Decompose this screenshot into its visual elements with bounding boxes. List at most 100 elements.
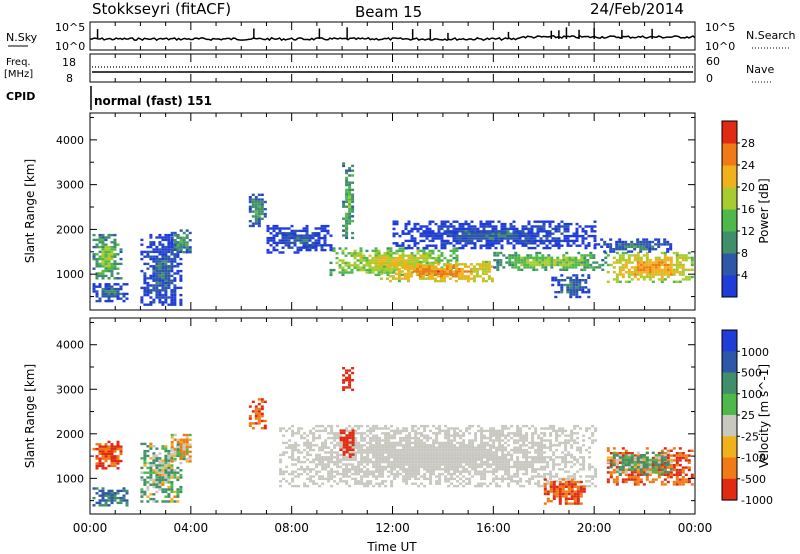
heatmap-cell xyxy=(185,460,189,463)
heatmap-cell xyxy=(294,432,298,435)
heatmap-cell xyxy=(573,458,577,461)
heatmap-cell xyxy=(399,432,403,435)
heatmap-cell xyxy=(672,473,676,476)
heatmap-cell xyxy=(365,259,369,262)
heatmap-cell xyxy=(426,444,430,447)
heatmap-cell xyxy=(305,227,309,230)
heatmap-cell xyxy=(466,277,470,280)
heatmap-cell xyxy=(176,441,180,444)
heatmap-cell xyxy=(415,270,419,273)
heatmap-cell xyxy=(257,222,261,225)
heatmap-cell xyxy=(630,452,634,455)
heatmap-cell xyxy=(564,429,568,433)
heatmap-cell xyxy=(663,268,667,271)
heatmap-cell xyxy=(348,431,352,435)
heatmap-cell xyxy=(101,287,105,291)
heatmap-cell xyxy=(636,243,640,246)
heatmap-cell xyxy=(536,244,540,247)
heatmap-cell xyxy=(407,259,411,262)
heatmap-cell xyxy=(538,256,542,259)
heatmap-cell xyxy=(167,245,171,249)
heatmap-cell xyxy=(152,452,156,455)
heatmap-cell xyxy=(333,475,337,478)
heatmap-cell xyxy=(143,464,147,467)
heatmap-cell xyxy=(456,458,460,461)
heatmap-cell xyxy=(424,265,428,268)
heatmap-cell xyxy=(357,451,361,454)
heatmap-cell xyxy=(438,432,442,435)
heatmap-cell xyxy=(368,259,372,262)
heatmap-cell xyxy=(351,169,355,172)
heatmap-cell xyxy=(524,225,528,228)
heatmap-cell xyxy=(509,227,513,231)
heatmap-cell xyxy=(366,475,370,478)
heatmap-cell xyxy=(436,272,440,276)
heatmap-cell xyxy=(342,448,346,452)
heatmap-cell xyxy=(507,432,511,435)
heatmap-cell xyxy=(321,475,325,478)
heatmap-cell xyxy=(423,424,427,428)
heatmap-cell xyxy=(170,265,174,268)
heatmap-cell xyxy=(143,452,147,455)
heatmap-cell xyxy=(687,251,691,255)
heatmap-cell xyxy=(474,432,478,435)
heatmap-cell xyxy=(645,268,649,271)
heatmap-cell xyxy=(354,482,358,485)
heatmap-cell xyxy=(492,434,496,437)
heatmap-cell xyxy=(185,248,189,251)
heatmap-cell xyxy=(505,256,509,259)
heatmap-cell xyxy=(515,234,519,238)
heatmap-cell xyxy=(366,448,370,452)
heatmap-cell xyxy=(311,241,315,245)
heatmap-cell xyxy=(627,245,631,248)
heatmap-cell xyxy=(119,445,123,448)
heatmap-cell xyxy=(140,253,144,256)
heatmap-cell xyxy=(624,473,628,476)
heatmap-cell xyxy=(167,274,171,278)
heatmap-cell xyxy=(345,429,349,433)
heatmap-cell xyxy=(125,489,129,493)
heatmap-cell xyxy=(386,261,390,265)
heatmap-cell xyxy=(321,444,325,447)
heatmap-cell xyxy=(167,449,171,453)
heatmap-cell xyxy=(517,261,521,264)
heatmap-cell xyxy=(394,263,398,266)
heatmap-cell xyxy=(417,439,421,442)
heatmap-cell xyxy=(570,434,574,437)
heatmap-cell xyxy=(143,442,147,446)
heatmap-cell xyxy=(416,242,420,245)
heatmap-cell xyxy=(305,232,309,235)
heatmap-cell xyxy=(457,277,461,280)
heatmap-cell xyxy=(378,453,382,457)
heatmap-cell xyxy=(152,301,156,304)
heatmap-cell xyxy=(459,446,463,449)
heatmap-cell xyxy=(366,441,370,445)
heatmap-cell xyxy=(453,436,457,440)
heatmap-cell xyxy=(427,272,431,276)
heatmap-cell xyxy=(558,495,562,498)
heatmap-cell xyxy=(542,242,546,245)
heatmap-cell xyxy=(549,477,553,481)
heatmap-cell xyxy=(290,234,294,237)
heatmap-cell xyxy=(587,234,591,238)
heatmap-cell xyxy=(681,271,685,274)
heatmap-cell xyxy=(392,259,396,262)
heatmap-cell xyxy=(651,275,655,279)
heatmap-cell xyxy=(248,224,252,228)
heatmap-cell xyxy=(269,227,273,230)
heatmap-cell xyxy=(348,424,352,428)
heatmap-cell xyxy=(474,456,478,459)
heatmap-cell xyxy=(407,232,411,235)
heatmap-cell xyxy=(362,256,366,260)
heatmap-cell xyxy=(152,260,156,263)
heatmap-cell xyxy=(161,293,165,297)
heatmap-cell xyxy=(675,461,679,464)
heatmap-cell xyxy=(461,237,465,240)
heatmap-cell xyxy=(522,439,526,442)
heatmap-cell xyxy=(389,247,393,250)
heatmap-cell xyxy=(405,429,409,433)
heatmap-cell xyxy=(621,478,625,481)
heatmap-cell xyxy=(308,236,312,240)
heatmap-cell xyxy=(450,472,454,476)
heatmap-cell xyxy=(557,279,561,282)
